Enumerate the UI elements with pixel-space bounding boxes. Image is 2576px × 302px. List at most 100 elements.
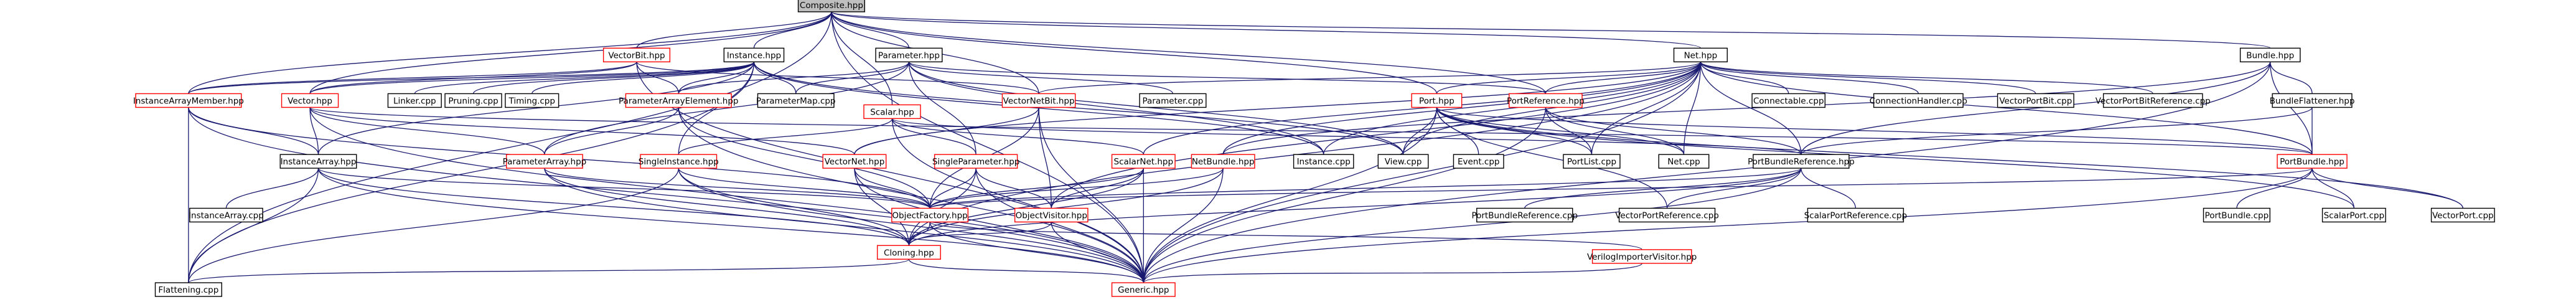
node-box-instancearraymember bbox=[135, 93, 242, 108]
edge-parameter-parametercpp bbox=[906, 55, 1174, 94]
node-instancearray[interactable]: InstanceArray.hpp bbox=[279, 154, 357, 169]
node-box-bundleflattener bbox=[2272, 93, 2353, 108]
node-objectvisitor[interactable]: ObjectVisitor.hpp bbox=[1014, 207, 1089, 223]
edge-objectfactory-verilogimportervisitor bbox=[927, 215, 1642, 250]
edge-net-netcpp bbox=[1683, 55, 1704, 155]
node-portbundlereferencecpp[interactable]: PortBundleReference.cpp bbox=[1471, 207, 1578, 223]
node-bundle[interactable]: Bundle.hpp bbox=[2239, 47, 2301, 63]
node-parameterarrayelement[interactable]: ParameterArrayElement.hpp bbox=[619, 93, 739, 108]
edge-composite-generic bbox=[828, 5, 1144, 283]
edge-cloning-generic bbox=[906, 252, 1144, 283]
node-label-instancearraycpp: InstanceArray.cpp bbox=[189, 210, 264, 220]
node-box-connectionhandler bbox=[1873, 93, 1964, 108]
node-event[interactable]: Event.cpp bbox=[1453, 154, 1504, 169]
edge-portbundlereference-portbundlereferencecpp bbox=[1524, 161, 1804, 209]
node-connectable[interactable]: Connectable.cpp bbox=[1751, 93, 1826, 108]
node-timing[interactable]: Timing.cpp bbox=[505, 93, 560, 108]
node-portbundlereference[interactable]: PortBundleReference.hpp bbox=[1748, 154, 1855, 169]
edge-portbundle-objectfactory bbox=[929, 161, 2316, 209]
edge-parameterarrayelement-objectfactory bbox=[675, 100, 930, 209]
node-scalarnet[interactable]: ScalarNet.hpp bbox=[1111, 154, 1176, 169]
node-netcpp[interactable]: Net.cpp bbox=[1658, 154, 1710, 169]
node-vectorbit[interactable]: VectorBit.hpp bbox=[602, 47, 671, 63]
edge-instancearraymember-generic bbox=[185, 100, 1144, 283]
node-box-view bbox=[1377, 154, 1429, 169]
node-vectorportbit[interactable]: VectorPortBit.cpp bbox=[1997, 93, 2074, 108]
edge-portbundlereference-scalarportreference bbox=[1798, 161, 1857, 209]
node-port[interactable]: Port.hpp bbox=[1411, 93, 1463, 108]
edge-port-portbundle bbox=[1433, 100, 2313, 155]
node-vectorportbitreference[interactable]: VectorPortBitReference.cpp bbox=[2096, 93, 2211, 108]
edge-portreference-generic bbox=[1143, 100, 1549, 283]
edge-portbundlereference-generic bbox=[1143, 161, 1804, 283]
node-connectionhandler[interactable]: ConnectionHandler.cpp bbox=[1870, 93, 1967, 108]
node-instancecpp[interactable]: Instance.cpp bbox=[1293, 154, 1354, 169]
node-instance[interactable]: Instance.hpp bbox=[723, 47, 785, 63]
node-label-objectvisitor: ObjectVisitor.hpp bbox=[1016, 210, 1087, 220]
node-objectfactory[interactable]: ObjectFactory.hpp bbox=[891, 207, 969, 223]
node-label-portbundlereference: PortBundleReference.hpp bbox=[1748, 157, 1855, 167]
node-verilogimportervisitor[interactable]: VerilogImporterVisitor.hpp bbox=[1587, 249, 1697, 264]
node-vector[interactable]: Vector.hpp bbox=[281, 93, 339, 108]
node-parametermap[interactable]: ParameterMap.cpp bbox=[756, 93, 836, 108]
edge-port-scalarport bbox=[1433, 100, 2354, 209]
edge-composite-parameter bbox=[828, 5, 910, 49]
node-portbundle[interactable]: PortBundle.hpp bbox=[2277, 154, 2348, 169]
node-vectornetbit[interactable]: VectorNetBit.hpp bbox=[1001, 93, 1076, 108]
node-netbundle[interactable]: NetBundle.hpp bbox=[1191, 154, 1255, 169]
node-label-composite: Composite.hpp bbox=[800, 1, 863, 11]
edge-parameter-singleparameter bbox=[906, 55, 977, 155]
node-parameter[interactable]: Parameter.hpp bbox=[875, 47, 943, 63]
node-label-portreference: PortReference.hpp bbox=[1507, 96, 1585, 106]
node-portbundlecpp[interactable]: PortBundle.cpp bbox=[2203, 207, 2270, 223]
edge-vectornetbit-objectvisitor bbox=[1036, 100, 1052, 209]
edge-port-generic bbox=[1143, 100, 1440, 283]
node-singleparameter[interactable]: SingleParameter.hpp bbox=[932, 154, 1019, 169]
node-box-portbundlereferencecpp bbox=[1476, 207, 1573, 223]
node-label-parametercpp: Parameter.cpp bbox=[1142, 96, 1203, 106]
node-scalar[interactable]: Scalar.hpp bbox=[863, 104, 921, 120]
node-singleinstance[interactable]: SingleInstance.hpp bbox=[639, 154, 719, 169]
node-view[interactable]: View.cpp bbox=[1377, 154, 1429, 169]
node-instancearraycpp[interactable]: InstanceArray.cpp bbox=[189, 207, 264, 223]
node-scalarport[interactable]: ScalarPort.cpp bbox=[2321, 207, 2386, 223]
node-label-objectfactory: ObjectFactory.hpp bbox=[892, 210, 967, 220]
edge-parameter-parametermap bbox=[795, 55, 912, 94]
node-label-portbundlereferencecpp: PortBundleReference.cpp bbox=[1471, 210, 1578, 220]
node-label-instancecpp: Instance.cpp bbox=[1297, 157, 1351, 167]
edge-vectorbit-parameterarrayelement bbox=[634, 55, 679, 94]
node-box-port bbox=[1411, 93, 1463, 108]
node-scalarportreference[interactable]: ScalarPortReference.cpp bbox=[1804, 207, 1907, 223]
node-box-portbundle bbox=[2277, 154, 2348, 169]
node-composite[interactable]: Composite.hpp bbox=[797, 0, 865, 12]
node-vectorportreference[interactable]: VectorPortReference.cpp bbox=[1615, 207, 1719, 223]
node-portlist[interactable]: PortList.cpp bbox=[1563, 154, 1621, 169]
node-portreference[interactable]: PortReference.hpp bbox=[1507, 93, 1585, 108]
edge-objectvisitor-cloning bbox=[908, 215, 1055, 246]
node-box-instancearraycpp bbox=[189, 207, 263, 223]
node-flattening[interactable]: Flattening.cpp bbox=[154, 282, 222, 297]
node-linker[interactable]: Linker.cpp bbox=[387, 93, 442, 108]
node-label-vectorportbitreference: VectorPortBitReference.cpp bbox=[2096, 96, 2211, 106]
node-parameterarray[interactable]: ParameterArray.hpp bbox=[503, 154, 587, 169]
node-label-cloning: Cloning.hpp bbox=[884, 248, 934, 258]
edge-parameterarray-objectfactory bbox=[541, 161, 930, 209]
node-pruning[interactable]: Pruning.cpp bbox=[444, 93, 502, 108]
node-label-bundleflattener: BundleFlattener.hpp bbox=[2270, 96, 2355, 106]
node-box-connectable bbox=[1751, 93, 1826, 108]
node-parametercpp[interactable]: Parameter.cpp bbox=[1139, 93, 1207, 108]
edge-composite-net bbox=[828, 5, 1702, 49]
node-label-portlist: PortList.cpp bbox=[1567, 157, 1616, 167]
node-vectorport[interactable]: VectorPort.cpp bbox=[2430, 207, 2495, 223]
node-box-parametercpp bbox=[1139, 93, 1207, 108]
node-cloning[interactable]: Cloning.hpp bbox=[876, 245, 941, 260]
edge-instance-vector bbox=[309, 55, 757, 95]
edge-parameterarrayelement-parameterarray bbox=[544, 100, 682, 155]
node-vectornet[interactable]: VectorNet.hpp bbox=[822, 154, 887, 169]
node-net[interactable]: Net.hpp bbox=[1673, 47, 1728, 63]
edge-net-vectorportbit bbox=[1697, 55, 2036, 94]
node-instancearraymember[interactable]: InstanceArrayMember.hpp bbox=[133, 93, 244, 108]
node-bundleflattener[interactable]: BundleFlattener.hpp bbox=[2270, 93, 2355, 108]
edge-objectfactory-cloning bbox=[908, 215, 933, 246]
node-generic[interactable]: Generic.hpp bbox=[1111, 282, 1176, 297]
